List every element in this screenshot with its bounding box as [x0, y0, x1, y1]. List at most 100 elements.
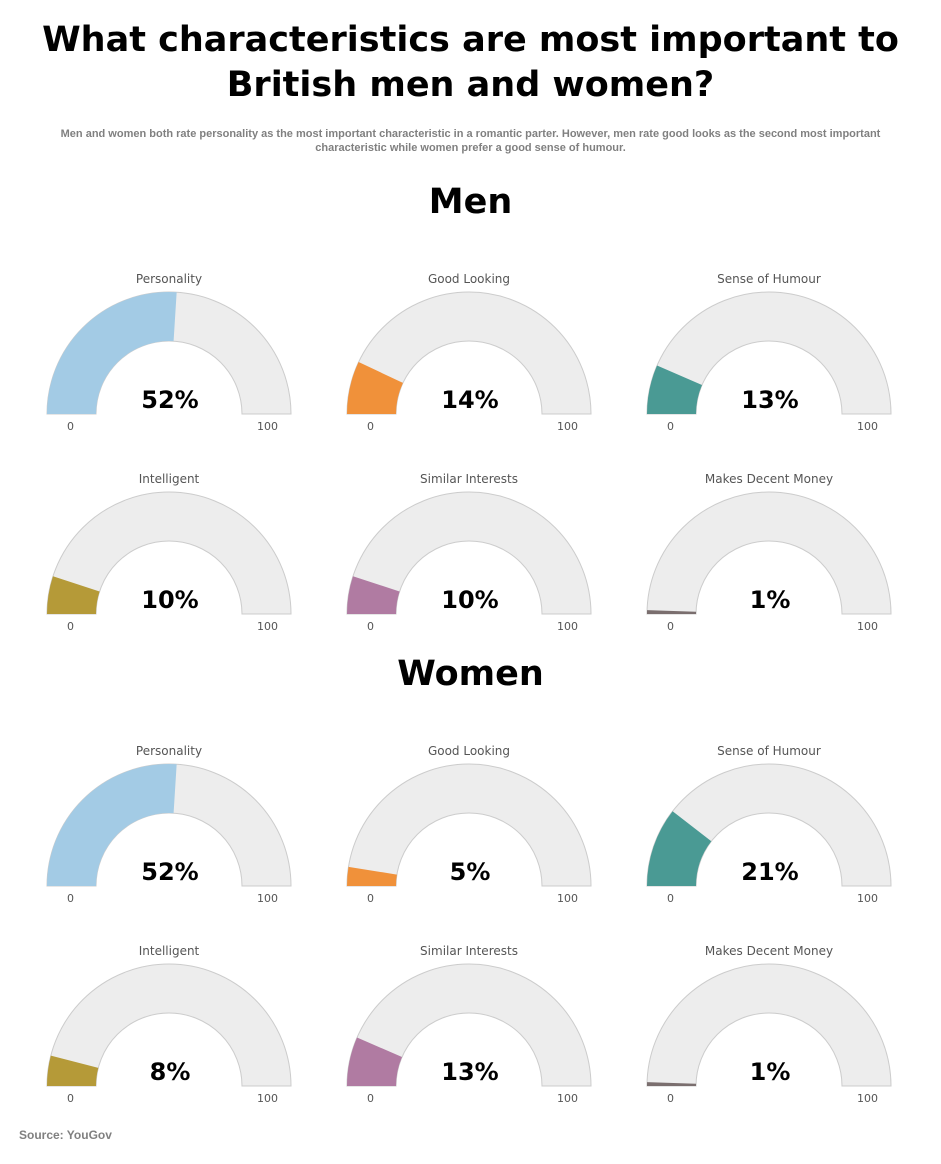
gauge: Personality 52% 0 100: [19, 742, 319, 912]
gauge-value-label: 1%: [749, 586, 791, 614]
gauge-value-arc: [347, 362, 403, 414]
gauge-max-label: 100: [257, 420, 278, 433]
gauge-max-label: 100: [857, 620, 878, 633]
gauge-min-label: 0: [667, 620, 674, 633]
gauge: Intelligent 10% 0 100: [19, 470, 319, 640]
gauge-max-label: 100: [857, 1092, 878, 1105]
gauge-value-label: 52%: [141, 386, 199, 414]
gauge-track: [646, 763, 892, 887]
gauge-title: Good Looking: [427, 272, 511, 286]
gauge-max-label: 100: [857, 892, 878, 905]
gauge-value-label: 13%: [741, 386, 799, 414]
gauge-title: Makes Decent Money: [704, 472, 834, 486]
gauge-svg: [346, 963, 592, 1087]
gauge-value-arc: [347, 866, 397, 886]
gauge-value-arc: [47, 764, 177, 886]
gauge-title: Sense of Humour: [717, 744, 821, 758]
gauge-track: [646, 963, 892, 1087]
gauge-min-label: 0: [67, 420, 74, 433]
gauge-value-arc: [47, 292, 177, 414]
gauge-value-label: 21%: [741, 858, 799, 886]
gauge-title: Sense of Humour: [717, 272, 821, 286]
gauge-title: Makes Decent Money: [704, 944, 834, 958]
gauge-min-label: 0: [367, 1092, 374, 1105]
gauge-min-label: 0: [367, 892, 374, 905]
gauge: Sense of Humour 13% 0 100: [619, 270, 919, 440]
gauge-track: [646, 291, 892, 415]
gauge-value-arc: [647, 1082, 697, 1086]
gauge-min-label: 0: [667, 420, 674, 433]
gauge-title: Personality: [135, 272, 203, 286]
gauge: Intelligent 8% 0 100: [19, 942, 319, 1112]
gauge-value-arc: [47, 1055, 99, 1086]
gauge-value-arc: [347, 576, 400, 614]
gauge: Good Looking 5% 0 100: [319, 742, 619, 912]
gauge-value-label: 13%: [441, 1058, 499, 1086]
gauge-max-label: 100: [257, 892, 278, 905]
section-title: Men: [428, 182, 513, 222]
gauge-value-arc: [47, 576, 100, 614]
gauge-value-arc: [647, 811, 712, 886]
gauge-value-label: 1%: [749, 1058, 791, 1086]
gauge: Makes Decent Money 1% 0 100: [619, 942, 919, 1112]
gauge-title: Good Looking: [427, 744, 511, 758]
section-title: Women: [397, 654, 544, 694]
gauge-track: [346, 291, 592, 415]
gauge-track: [646, 491, 892, 615]
gauge-value-arc: [347, 1037, 403, 1086]
gauge-max-label: 100: [557, 892, 578, 905]
gauge-value-arc: [647, 610, 697, 614]
gauge-min-label: 0: [367, 420, 374, 433]
gauge-max-label: 100: [257, 1092, 278, 1105]
gauge: Makes Decent Money 1% 0 100: [619, 470, 919, 640]
gauge: Sense of Humour 21% 0 100: [619, 742, 919, 912]
gauge-title: Intelligent: [138, 472, 200, 486]
gauge-value-arc: [647, 365, 703, 414]
gauge-min-label: 0: [67, 1092, 74, 1105]
gauge-svg: [46, 291, 292, 415]
gauge-svg: [346, 291, 592, 415]
gauge-min-label: 0: [667, 1092, 674, 1105]
gauge-title: Similar Interests: [420, 944, 518, 958]
gauge-min-label: 0: [67, 892, 74, 905]
gauge-track: [46, 963, 292, 1087]
gauge-min-label: 0: [367, 620, 374, 633]
source-note: Source: YouGov: [19, 1128, 112, 1142]
gauge: Good Looking 14% 0 100: [319, 270, 619, 440]
gauge-track: [346, 491, 592, 615]
gauge-title: Intelligent: [138, 944, 200, 958]
gauge-value-label: 5%: [449, 858, 491, 886]
gauge-min-label: 0: [667, 892, 674, 905]
gauge-svg: [646, 963, 892, 1087]
gauge-track: [46, 491, 292, 615]
gauge-max-label: 100: [857, 420, 878, 433]
gauge-max-label: 100: [557, 620, 578, 633]
gauge-min-label: 0: [67, 620, 74, 633]
gauge-value-label: 52%: [141, 858, 199, 886]
gauge-svg: [46, 963, 292, 1087]
gauge-track: [346, 963, 592, 1087]
chart-title: What characteristics are most important …: [42, 20, 899, 105]
gauge: Similar Interests 13% 0 100: [319, 942, 619, 1112]
gauge-max-label: 100: [557, 420, 578, 433]
gauge-value-label: 10%: [141, 586, 199, 614]
gauge-track: [346, 763, 592, 887]
gauge-value-label: 8%: [149, 1058, 191, 1086]
gauge-svg: [346, 763, 592, 887]
gauge-max-label: 100: [557, 1092, 578, 1105]
chart-subtitle: Men and women both rate personality as t…: [60, 128, 881, 154]
gauge: Similar Interests 10% 0 100: [319, 470, 619, 640]
gauge-title: Similar Interests: [420, 472, 518, 486]
gauge-svg: [646, 491, 892, 615]
gauge-svg: [46, 491, 292, 615]
gauge-value-label: 14%: [441, 386, 499, 414]
gauge-svg: [46, 763, 292, 887]
gauge-svg: [646, 291, 892, 415]
gauge-svg: [346, 491, 592, 615]
gauge-max-label: 100: [257, 620, 278, 633]
gauge-title: Personality: [135, 744, 203, 758]
gauge-value-label: 10%: [441, 586, 499, 614]
gauge: Personality 52% 0 100: [19, 270, 319, 440]
gauge-svg: [646, 763, 892, 887]
